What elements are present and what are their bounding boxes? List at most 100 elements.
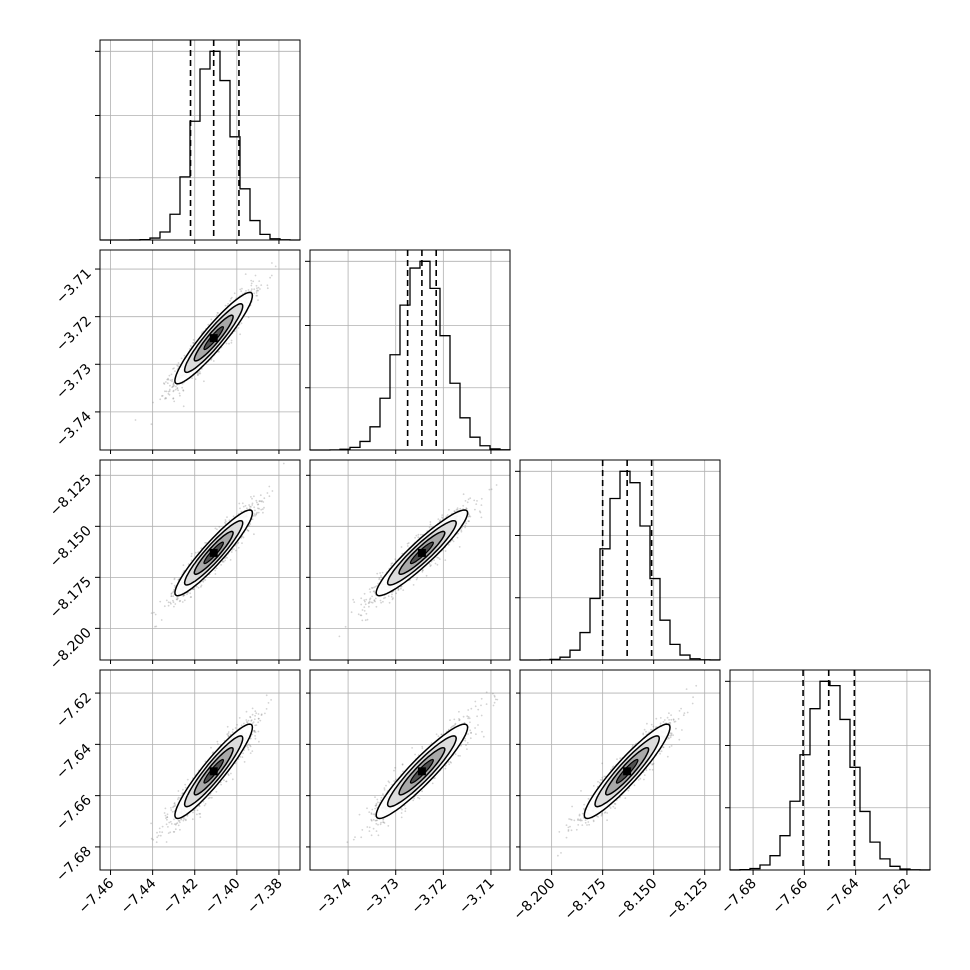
sample-point xyxy=(250,290,253,292)
sample-point xyxy=(391,562,394,565)
sample-point xyxy=(246,528,249,531)
sample-point xyxy=(412,584,415,586)
sample-point xyxy=(210,318,213,321)
sample-point xyxy=(161,825,164,828)
sample-point xyxy=(363,592,366,595)
sample-point xyxy=(430,564,432,567)
sample-point xyxy=(456,536,459,539)
sample-point xyxy=(167,832,170,834)
sample-point xyxy=(239,333,242,336)
sample-point xyxy=(189,596,192,598)
sample-point xyxy=(256,501,258,504)
sample-point xyxy=(172,383,175,386)
sample-point xyxy=(230,297,232,300)
sample-point xyxy=(176,364,179,367)
histogram-0 xyxy=(100,50,301,241)
sample-point xyxy=(241,535,244,538)
sample-point xyxy=(175,598,178,601)
sample-point xyxy=(190,552,193,555)
sample-point xyxy=(225,520,227,523)
sample-point xyxy=(164,397,166,400)
sample-point xyxy=(230,772,232,775)
sample-point xyxy=(189,592,192,595)
sample-point xyxy=(173,578,176,581)
sample-point xyxy=(182,819,185,822)
sample-point xyxy=(420,533,422,536)
sample-point xyxy=(180,357,183,360)
sample-point xyxy=(179,599,182,602)
sample-point xyxy=(215,790,218,793)
sample-point xyxy=(232,728,234,731)
sample-point xyxy=(256,289,259,292)
sample-point xyxy=(391,593,393,596)
sample-point xyxy=(242,536,245,539)
sample-point xyxy=(150,423,153,426)
sample-point xyxy=(360,597,363,600)
sample-point xyxy=(252,514,255,517)
sample-point xyxy=(181,386,184,389)
sample-point xyxy=(200,585,202,588)
sample-point xyxy=(196,809,199,812)
sample-point xyxy=(171,386,174,389)
sample-point xyxy=(192,342,195,345)
sample-point xyxy=(182,594,185,597)
sample-point xyxy=(183,594,186,597)
sample-point xyxy=(228,342,230,345)
sample-point xyxy=(258,507,260,510)
sample-point xyxy=(182,389,185,392)
sample-point xyxy=(172,591,174,594)
sample-point xyxy=(172,601,175,604)
sample-point xyxy=(268,485,271,488)
panel-frame xyxy=(309,249,511,451)
sample-point xyxy=(266,287,269,290)
sample-point xyxy=(256,511,258,514)
sample-point xyxy=(254,515,256,517)
sample-point xyxy=(203,380,205,383)
sample-point xyxy=(434,562,437,565)
sample-point xyxy=(224,559,227,562)
sample-point xyxy=(217,312,220,314)
sample-point xyxy=(397,588,400,591)
sample-point xyxy=(192,341,195,344)
sample-point xyxy=(166,382,169,385)
sample-point xyxy=(153,611,155,614)
sample-point xyxy=(134,419,137,421)
sample-point xyxy=(160,619,163,621)
hist-panel-1 xyxy=(305,249,511,454)
sample-point xyxy=(245,290,247,292)
sample-point xyxy=(222,560,225,563)
sample-point xyxy=(175,385,177,388)
sample-point xyxy=(249,523,252,525)
sample-point xyxy=(170,595,173,597)
sample-point xyxy=(271,490,274,492)
sample-point xyxy=(218,526,221,528)
sample-point xyxy=(190,596,193,598)
sample-point xyxy=(182,595,185,597)
sample-point xyxy=(184,783,187,786)
y-tick-label: −3.71 xyxy=(53,266,95,308)
sample-point xyxy=(456,509,459,511)
sample-point xyxy=(233,548,235,550)
sample-point xyxy=(262,511,264,514)
sample-point xyxy=(178,600,181,603)
sample-point xyxy=(165,397,168,400)
histogram-2 xyxy=(519,470,721,661)
sample-point xyxy=(338,635,341,638)
sample-point xyxy=(248,504,251,506)
sample-point xyxy=(453,510,456,513)
sample-point xyxy=(220,783,223,786)
sample-point xyxy=(226,725,229,728)
sample-point xyxy=(381,571,384,574)
sample-point xyxy=(164,396,167,399)
density-peak xyxy=(209,334,218,343)
sample-point xyxy=(261,500,263,502)
sample-point xyxy=(372,590,375,593)
sample-point xyxy=(257,721,260,724)
sample-point xyxy=(414,536,416,539)
sample-point xyxy=(462,493,465,496)
sample-point xyxy=(380,601,382,604)
sample-point xyxy=(170,595,173,598)
sample-point xyxy=(161,394,164,397)
sample-point xyxy=(163,605,166,608)
sample-point xyxy=(192,811,194,814)
